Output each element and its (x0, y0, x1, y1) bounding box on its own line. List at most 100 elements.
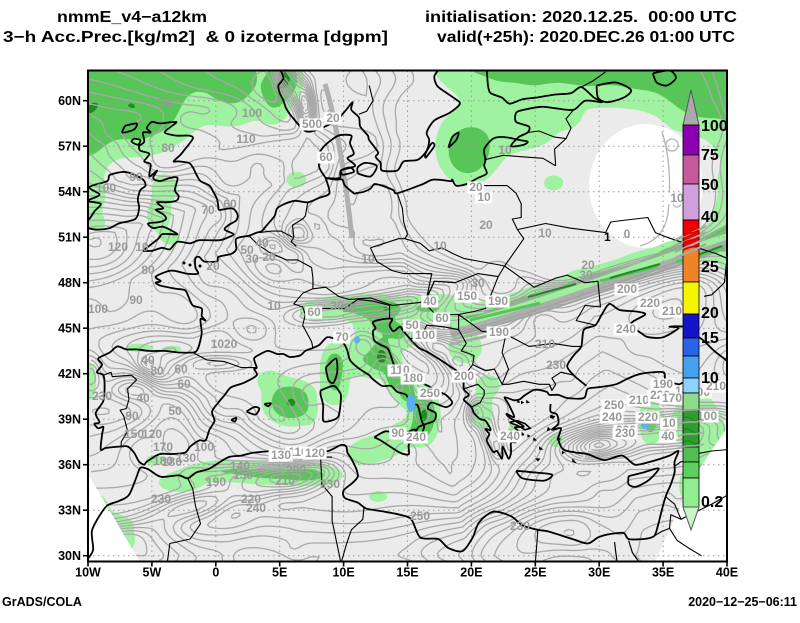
svg-text:150: 150 (124, 427, 144, 441)
svg-text:20: 20 (701, 305, 719, 322)
svg-text:240: 240 (406, 430, 426, 444)
svg-text:40: 40 (423, 294, 437, 308)
svg-text:70: 70 (158, 96, 172, 110)
svg-text:10: 10 (662, 416, 676, 430)
svg-text:0.2: 0.2 (701, 494, 723, 511)
svg-text:10: 10 (701, 370, 719, 387)
svg-text:150: 150 (233, 468, 253, 482)
svg-text:100: 100 (96, 181, 116, 195)
svg-text:210: 210 (662, 304, 682, 318)
svg-text:25: 25 (701, 259, 719, 276)
svg-text:5W: 5W (143, 566, 162, 580)
svg-text:180: 180 (162, 455, 182, 469)
svg-text:100: 100 (88, 302, 108, 316)
svg-text:20: 20 (262, 250, 276, 264)
svg-text:230: 230 (510, 519, 530, 533)
svg-text:180: 180 (153, 454, 173, 468)
svg-text:10E: 10E (332, 566, 354, 580)
svg-text:130: 130 (271, 448, 291, 462)
svg-text:1: 1 (604, 230, 611, 244)
svg-text:40: 40 (661, 429, 675, 443)
svg-text:20: 20 (342, 301, 356, 315)
svg-text:150: 150 (457, 289, 477, 303)
svg-text:100: 100 (415, 328, 435, 342)
svg-text:0: 0 (212, 566, 219, 580)
svg-text:190: 190 (653, 377, 673, 391)
svg-text:100: 100 (242, 106, 262, 120)
svg-text:20: 20 (469, 180, 483, 194)
svg-text:90: 90 (129, 293, 143, 307)
svg-text:initialisation: 2020.12.25. 0: initialisation: 2020.12.25. 00:00 UTC (425, 9, 737, 26)
svg-text:20: 20 (326, 111, 340, 125)
svg-text:60: 60 (174, 362, 188, 376)
svg-text:75: 75 (701, 147, 719, 164)
svg-text:30: 30 (245, 252, 259, 266)
svg-text:40E: 40E (716, 566, 738, 580)
svg-text:240: 240 (500, 429, 520, 443)
svg-text:25E: 25E (524, 566, 546, 580)
svg-text:230: 230 (320, 477, 340, 491)
svg-text:36N: 36N (58, 458, 81, 472)
svg-text:0: 0 (624, 227, 631, 241)
svg-text:nmmE_v4−a12km: nmmE_v4−a12km (57, 9, 207, 26)
svg-text:3−h Acc.Prec.[kg/m2] & 0 izot: 3−h Acc.Prec.[kg/m2] & 0 izoterma [dgpm] (3, 29, 388, 46)
svg-text:240: 240 (616, 322, 636, 336)
svg-text:200: 200 (454, 369, 474, 383)
svg-text:190: 190 (489, 325, 509, 339)
svg-text:10: 10 (670, 191, 684, 205)
svg-text:120: 120 (142, 427, 162, 441)
svg-text:60: 60 (307, 305, 321, 319)
svg-text:54N: 54N (58, 185, 81, 199)
svg-text:10: 10 (135, 240, 149, 254)
svg-text:70: 70 (335, 330, 349, 344)
svg-text:10W: 10W (75, 566, 101, 580)
svg-text:20: 20 (479, 218, 493, 232)
svg-text:33N: 33N (58, 504, 81, 518)
svg-text:20: 20 (581, 258, 595, 272)
svg-text:90: 90 (129, 170, 143, 184)
svg-text:10: 10 (477, 190, 491, 204)
svg-text:130: 130 (176, 451, 196, 465)
svg-text:10: 10 (498, 143, 512, 157)
svg-text:90: 90 (391, 426, 405, 440)
svg-text:40: 40 (255, 236, 269, 250)
svg-text:190: 190 (206, 475, 226, 489)
svg-text:20: 20 (206, 259, 220, 273)
svg-text:500: 500 (302, 117, 322, 131)
svg-text:140: 140 (230, 459, 250, 473)
svg-text:20E: 20E (460, 566, 482, 580)
svg-text:5E: 5E (272, 566, 287, 580)
svg-text:10: 10 (538, 226, 552, 240)
svg-text:57N: 57N (58, 140, 81, 154)
svg-text:40: 40 (141, 353, 155, 367)
svg-text:240: 240 (246, 501, 266, 515)
svg-text:230: 230 (151, 492, 171, 506)
svg-text:40: 40 (701, 209, 719, 226)
svg-text:60: 60 (223, 197, 237, 211)
svg-text:190: 190 (488, 294, 508, 308)
svg-text:60: 60 (319, 150, 333, 164)
svg-text:110: 110 (236, 132, 256, 146)
svg-text:80: 80 (161, 141, 175, 155)
svg-text:50: 50 (405, 318, 419, 332)
svg-text:51N: 51N (58, 231, 81, 245)
svg-text:90: 90 (125, 409, 139, 423)
svg-text:2020−12−25−06:11: 2020−12−25−06:11 (688, 595, 797, 609)
svg-text:60N: 60N (58, 94, 81, 108)
svg-text:15: 15 (701, 330, 719, 347)
svg-text:230: 230 (92, 389, 112, 403)
svg-text:60: 60 (177, 377, 191, 391)
svg-text:250: 250 (420, 386, 440, 400)
svg-text:200: 200 (286, 463, 306, 477)
svg-text:10: 10 (361, 252, 375, 266)
svg-text:30: 30 (330, 299, 344, 313)
svg-text:35E: 35E (652, 566, 674, 580)
svg-text:120: 120 (108, 240, 128, 254)
svg-text:120: 120 (305, 446, 325, 460)
svg-text:30: 30 (471, 276, 485, 290)
svg-text:220: 220 (640, 296, 660, 310)
svg-text:210: 210 (706, 379, 726, 393)
svg-text:48N: 48N (58, 276, 81, 290)
svg-text:220: 220 (241, 492, 261, 506)
svg-text:100: 100 (701, 118, 728, 135)
